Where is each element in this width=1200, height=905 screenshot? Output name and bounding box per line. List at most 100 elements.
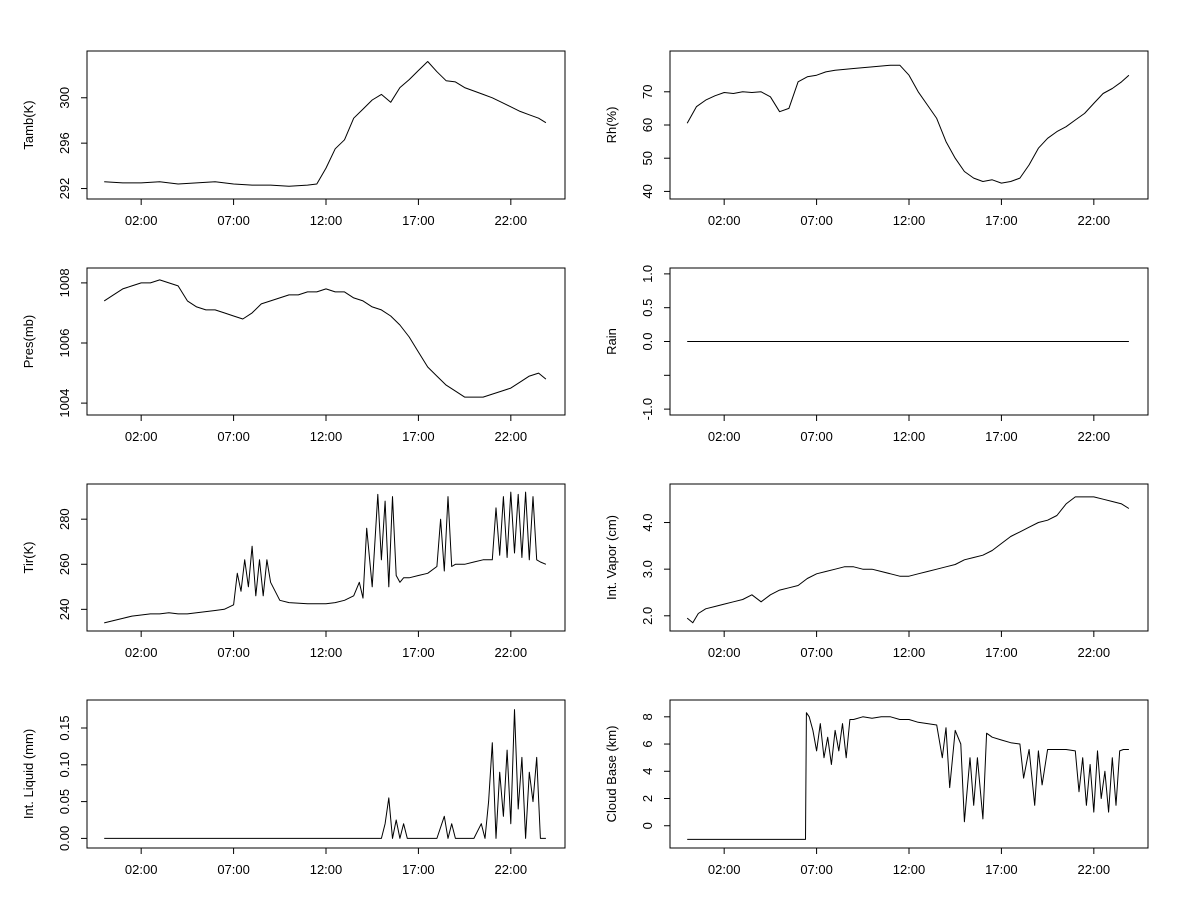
x-tick-label: 12:00 <box>893 429 926 444</box>
y-tick-label: 4 <box>640 768 655 775</box>
y-tick-label: 240 <box>57 598 72 620</box>
y-axis-label: Rain <box>604 328 619 355</box>
y-axis-label: Int. Liquid (mm) <box>21 729 36 819</box>
panel-rh: 02:00 07:00 12:00 17:00 22:00 40 50 60 70 Rh(%) <box>604 50 1149 228</box>
y-tick-label: 1004 <box>57 389 72 418</box>
x-tick-label: 17:00 <box>985 429 1018 444</box>
series-line-tamb-k <box>104 61 547 187</box>
plot-frame-tamb-k <box>86 50 566 200</box>
x-tick-label: 17:00 <box>985 213 1018 228</box>
y-axis-label: Cloud Base (km) <box>604 726 619 823</box>
x-tick-label: 02:00 <box>708 429 741 444</box>
series-line-rh <box>686 64 1130 184</box>
panel-tamb-k: 02:00 07:00 12:00 17:00 22:00 292 296 300 Tamb(K… <box>21 50 566 228</box>
y-tick-label: 280 <box>57 508 72 530</box>
y-tick-label: 3.0 <box>640 560 655 578</box>
x-tick-label: 07:00 <box>800 645 833 660</box>
x-tick-label: 12:00 <box>893 862 926 877</box>
x-tick-label: 22:00 <box>1078 645 1111 660</box>
x-tick-label: 22:00 <box>495 429 528 444</box>
y-tick-label: 300 <box>57 87 72 109</box>
x-tick-label: 02:00 <box>708 645 741 660</box>
y-axis-label: Int. Vapor (cm) <box>604 515 619 600</box>
series-line-int-vapor-cm <box>686 496 1130 624</box>
y-tick-label: 6 <box>640 740 655 747</box>
y-tick-label: 0.00 <box>57 826 72 851</box>
y-tick-label: 1006 <box>57 329 72 358</box>
y-tick-label: 0.15 <box>57 715 72 740</box>
x-tick-label: 07:00 <box>800 429 833 444</box>
y-tick-label: 50 <box>640 151 655 165</box>
x-tick-label: 12:00 <box>310 213 343 228</box>
plot-frame-cloud-base-km <box>669 699 1149 849</box>
x-tick-label: 12:00 <box>310 429 343 444</box>
panel-int-liquid-mm: 02:00 07:00 12:00 17:00 22:00 0.00 0.05 0.10 0.1… <box>21 699 566 877</box>
plot-frame-rh <box>669 50 1149 200</box>
series-line-cloud-base-km <box>687 712 1129 840</box>
y-tick-label: 0.5 <box>640 299 655 317</box>
x-tick-label: 07:00 <box>217 645 250 660</box>
x-tick-label: 02:00 <box>125 645 158 660</box>
x-tick-label: 17:00 <box>985 862 1018 877</box>
y-tick-label: 0 <box>640 822 655 829</box>
y-tick-label: 0.10 <box>57 752 72 777</box>
y-tick-label: 60 <box>640 118 655 132</box>
x-tick-label: 22:00 <box>495 862 528 877</box>
x-tick-label: 22:00 <box>1078 429 1111 444</box>
x-tick-label: 17:00 <box>402 862 435 877</box>
x-tick-label: 12:00 <box>310 645 343 660</box>
y-tick-label: 2 <box>640 795 655 802</box>
panel-cloud-base-km: 02:00 07:00 12:00 17:00 22:00 0 2 4 6 8 Cloud Base… <box>604 699 1149 877</box>
x-tick-label: 07:00 <box>800 862 833 877</box>
plot-frame-pres-mb <box>86 267 566 416</box>
plot-frame-tir-k <box>86 483 566 632</box>
y-axis-label: Tir(K) <box>21 541 36 573</box>
x-tick-label: 17:00 <box>402 213 435 228</box>
x-tick-label: 12:00 <box>310 862 343 877</box>
y-tick-label: 2.0 <box>640 607 655 625</box>
x-tick-label: 02:00 <box>125 429 158 444</box>
y-tick-label: 296 <box>57 132 72 154</box>
x-tick-label: 22:00 <box>495 645 528 660</box>
x-tick-label: 12:00 <box>893 645 926 660</box>
y-tick-label: 260 <box>57 553 72 575</box>
y-tick-label: 8 <box>640 713 655 720</box>
y-axis-label: Pres(mb) <box>21 315 36 368</box>
x-tick-label: 07:00 <box>217 213 250 228</box>
x-tick-label: 02:00 <box>125 862 158 877</box>
x-tick-label: 22:00 <box>1078 213 1111 228</box>
panel-int-vapor-cm: 02:00 07:00 12:00 17:00 22:00 2.0 3.0 4.0 Int. V… <box>604 483 1149 660</box>
panel-rain: 02:00 07:00 12:00 17:00 22:00 -1.0 0.0 0.5 1.0 Ra… <box>604 265 1149 444</box>
y-tick-label: -1.0 <box>640 398 655 420</box>
y-axis-label: Tamb(K) <box>21 100 36 149</box>
x-tick-label: 12:00 <box>893 213 926 228</box>
panel-pres-mb: 02:00 07:00 12:00 17:00 22:00 1004 1006 1008 Pre… <box>21 267 566 444</box>
y-tick-label: 4.0 <box>640 513 655 531</box>
x-tick-label: 22:00 <box>1078 862 1111 877</box>
y-tick-label: 70 <box>640 85 655 99</box>
x-tick-label: 17:00 <box>402 645 435 660</box>
y-tick-label: 292 <box>57 178 72 200</box>
series-line-tir-k <box>104 491 547 624</box>
y-tick-label: 0.0 <box>640 332 655 350</box>
x-tick-label: 02:00 <box>708 213 741 228</box>
y-tick-label: 0.05 <box>57 789 72 814</box>
y-tick-label: 1.0 <box>640 265 655 283</box>
series-line-int-liquid-mm <box>104 709 546 839</box>
x-tick-label: 02:00 <box>708 862 741 877</box>
plot-frame-int-vapor-cm <box>669 483 1149 632</box>
x-tick-label: 07:00 <box>800 213 833 228</box>
x-tick-label: 07:00 <box>217 429 250 444</box>
y-tick-label: 40 <box>640 184 655 198</box>
x-tick-label: 17:00 <box>985 645 1018 660</box>
y-axis-label: Rh(%) <box>604 107 619 144</box>
series-line-pres-mb <box>103 279 547 398</box>
x-tick-label: 07:00 <box>217 862 250 877</box>
y-tick-label: 1008 <box>57 268 72 297</box>
panel-tir-k: 02:00 07:00 12:00 17:00 22:00 240 260 280 Tir(K) <box>21 483 566 660</box>
x-tick-label: 17:00 <box>402 429 435 444</box>
x-tick-label: 22:00 <box>495 213 528 228</box>
x-tick-label: 02:00 <box>125 213 158 228</box>
